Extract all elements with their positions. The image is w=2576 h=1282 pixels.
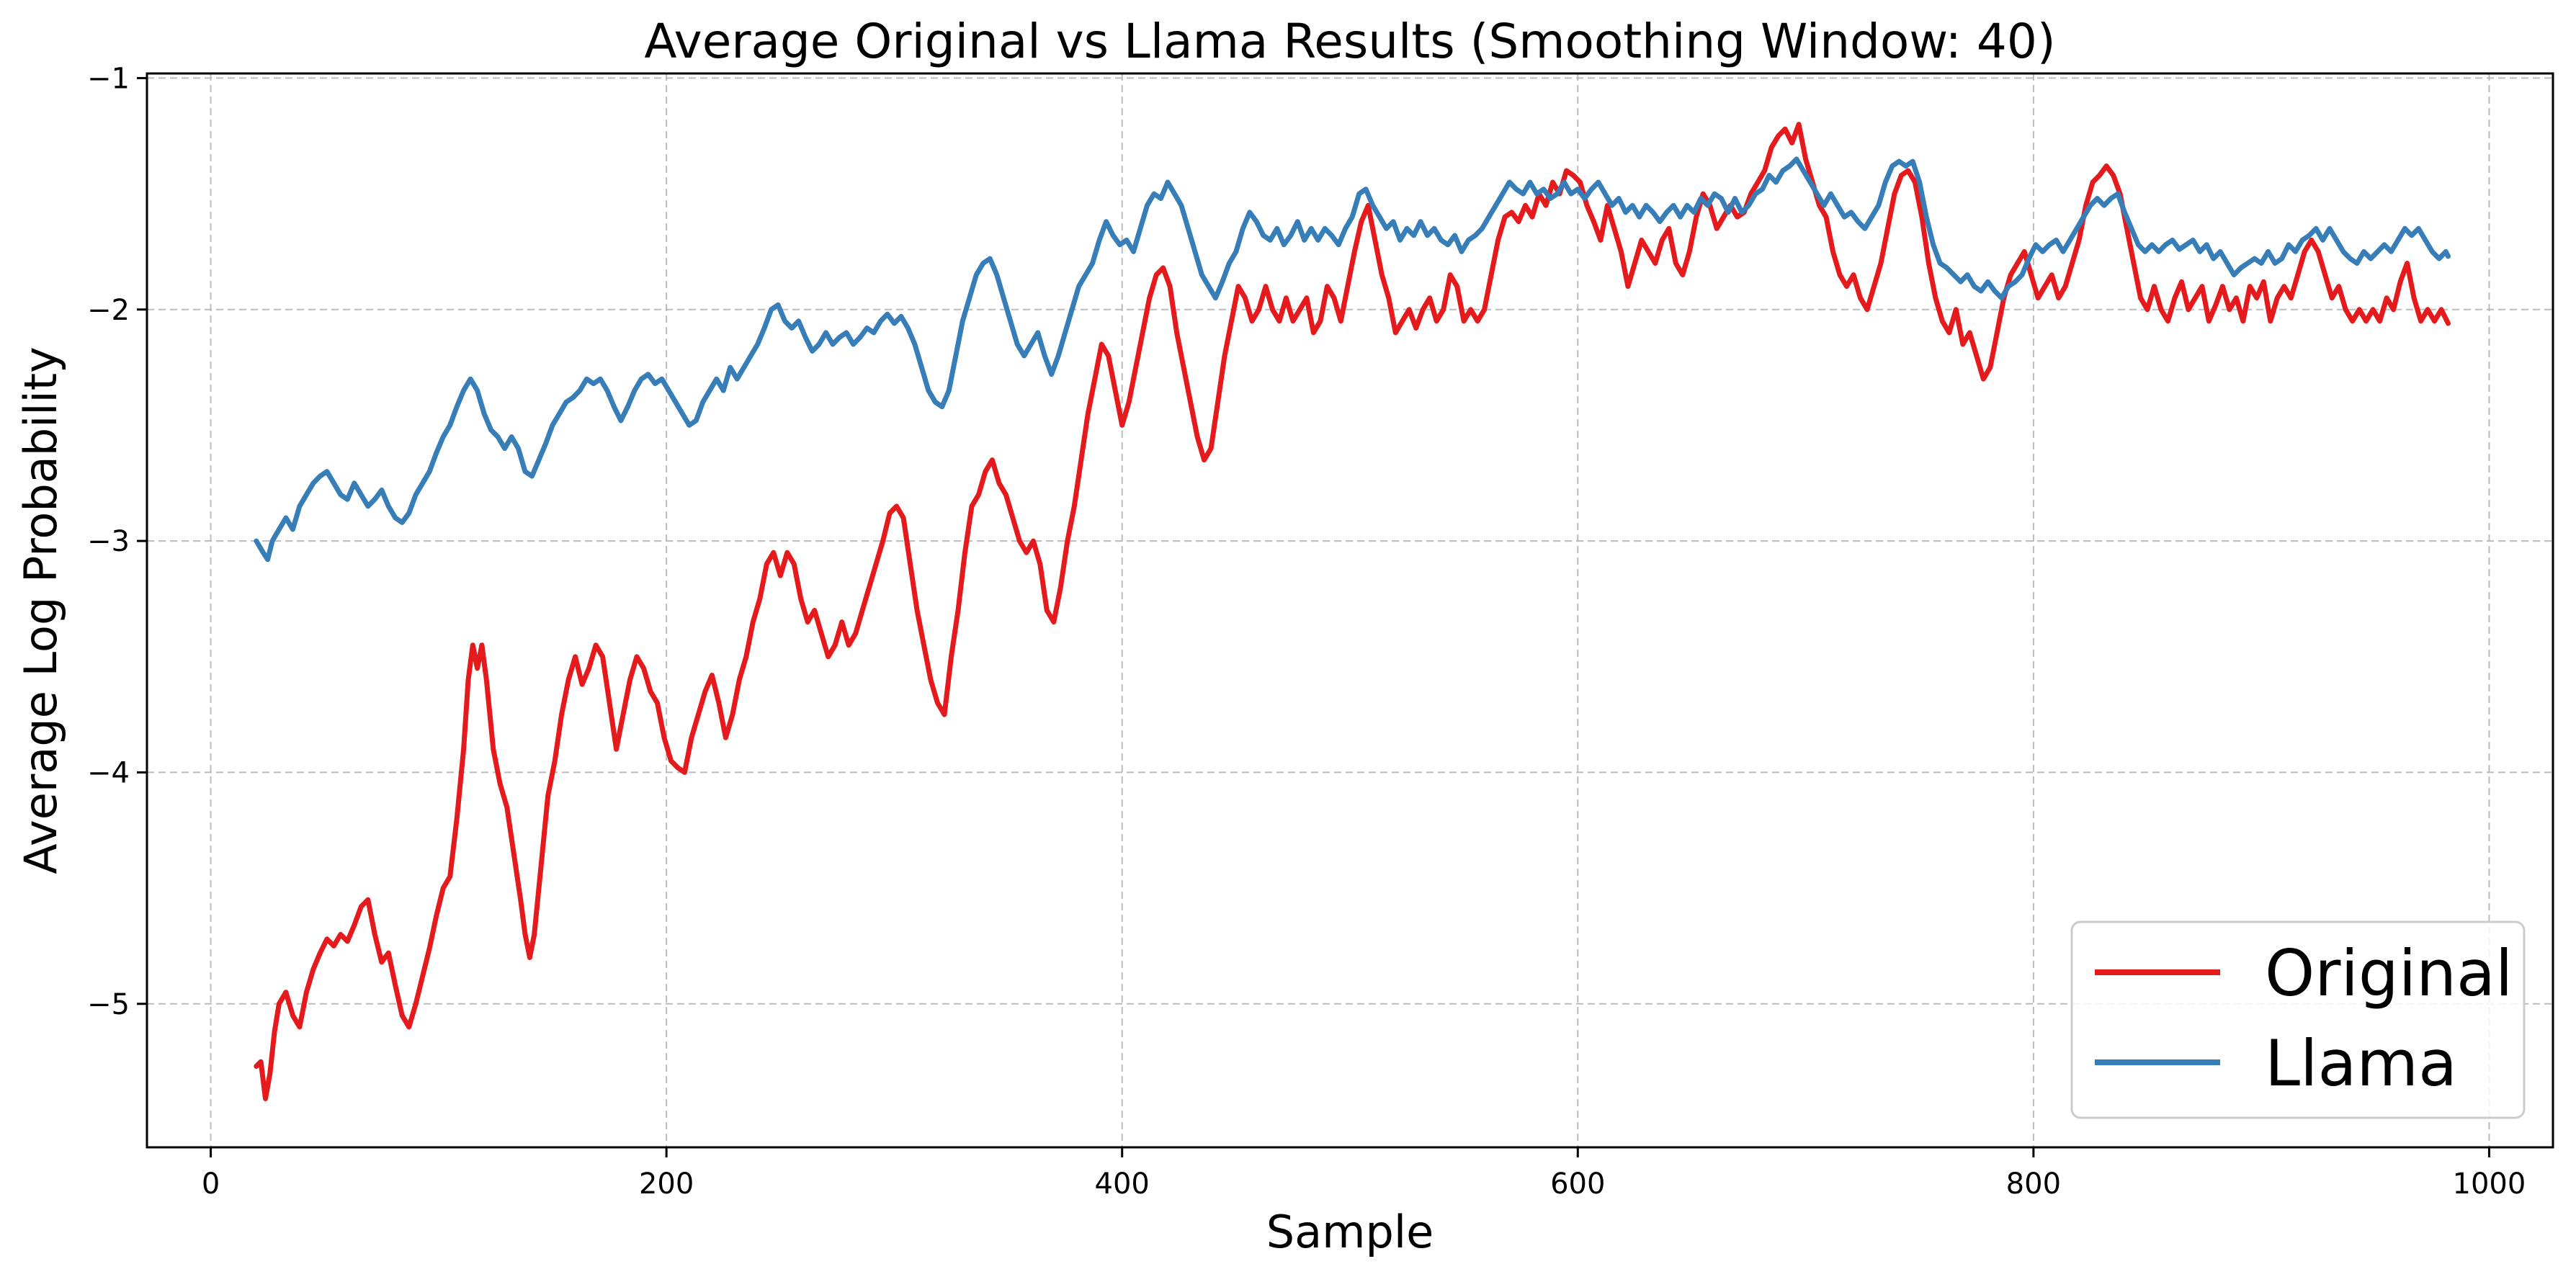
y-tick-label: −3	[87, 525, 130, 558]
x-tick-label: 0	[202, 1167, 220, 1201]
legend-label-llama: Llama	[2265, 1026, 2457, 1101]
x-axis-title: Sample	[1266, 1206, 1434, 1258]
y-tick-label: −2	[87, 294, 130, 327]
x-tick-label: 400	[1095, 1167, 1150, 1201]
series-line-llama	[254, 156, 2451, 562]
x-tick-label: 1000	[2453, 1167, 2526, 1201]
x-tick-label: 600	[1550, 1167, 1605, 1201]
y-tick-label: −1	[87, 62, 130, 95]
series-line-original	[254, 122, 2451, 1101]
chart-title: Average Original vs Llama Results (Smoot…	[644, 14, 2055, 69]
grid	[147, 73, 2553, 1147]
x-tick-label: 200	[639, 1167, 694, 1201]
y-axis-title: Average Log Probability	[14, 346, 67, 874]
x-tick-label: 800	[2006, 1167, 2061, 1201]
y-tick-label: −4	[87, 756, 130, 789]
plot-area-frame	[146, 72, 2554, 1149]
legend: Original Llama	[2070, 920, 2526, 1119]
y-tick-label: −5	[87, 988, 130, 1021]
axis-ticks: 0 200 400 600 800 1000 −1 −2 −3 −4 −5	[87, 62, 2526, 1201]
legend-label-original: Original	[2265, 936, 2513, 1010]
series-layer	[254, 122, 2451, 1101]
